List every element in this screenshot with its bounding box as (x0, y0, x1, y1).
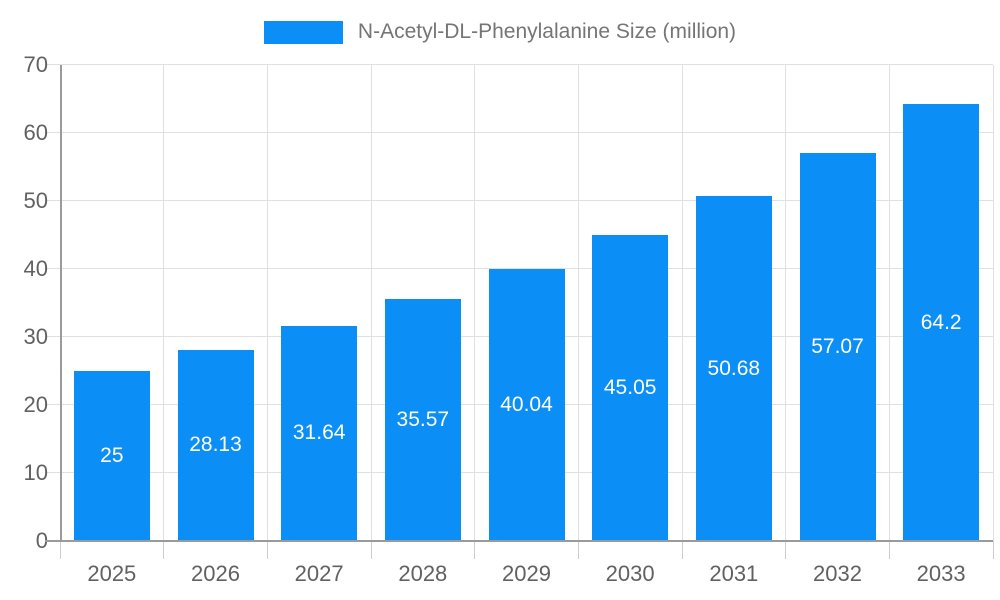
legend-swatch (263, 20, 343, 44)
y-tick-label: 30 (23, 324, 48, 349)
legend: N-Acetyl-DL-Phenylalanine Size (million) (0, 20, 1000, 44)
x-tick (370, 541, 372, 559)
y-tick-label: 60 (23, 120, 48, 145)
x-tick-label: 2030 (605, 561, 655, 586)
v-gridline (681, 65, 683, 541)
v-gridline (474, 65, 476, 541)
h-gridline (60, 200, 993, 201)
x-tick-label: 2025 (87, 561, 137, 586)
bar-value-label: 45.05 (603, 375, 657, 399)
x-tick (888, 541, 890, 559)
bar-value-label: 57.07 (811, 334, 864, 358)
x-tick (266, 541, 268, 559)
bar: 25 (73, 371, 150, 541)
y-tick (45, 132, 60, 133)
y-tick (45, 472, 60, 473)
y-tick (45, 336, 60, 337)
y-tick-label: 50 (23, 188, 48, 213)
h-gridline (60, 268, 993, 269)
bar-value-label: 25 (100, 444, 124, 467)
v-gridline (370, 65, 372, 541)
x-tick-label: 2029 (502, 561, 551, 586)
x-tick (474, 541, 476, 559)
x-tick-label: 2027 (294, 561, 344, 586)
bar: 57.07 (799, 152, 876, 541)
y-tick (45, 404, 60, 405)
x-axis-line (45, 540, 993, 542)
v-gridline (992, 65, 994, 541)
bar: 40.04 (488, 268, 565, 541)
x-tick (577, 541, 579, 559)
v-gridline (577, 65, 579, 541)
y-tick-label: 20 (23, 392, 48, 417)
bar-value-label: 28.13 (189, 433, 242, 457)
y-tick-label: 10 (23, 460, 48, 485)
x-tick (992, 541, 994, 559)
x-tick (163, 541, 165, 559)
x-tick-label: 2031 (709, 561, 759, 586)
y-tick-label: 0 (35, 528, 48, 553)
y-tick-label: 70 (23, 52, 48, 77)
x-tick (59, 541, 61, 559)
x-tick-label: 2032 (813, 561, 862, 586)
x-tick (785, 541, 787, 559)
bar: 35.57 (384, 299, 461, 541)
bar: 28.13 (177, 349, 254, 541)
x-tick-label: 2026 (191, 561, 240, 586)
x-tick-label: 2028 (398, 561, 448, 586)
bar: 31.64 (281, 325, 358, 541)
bar-value-label: 40.04 (500, 392, 553, 416)
bar: 50.68 (695, 196, 772, 541)
x-tick-label: 2033 (916, 561, 966, 586)
x-tick (681, 541, 683, 559)
v-gridline (266, 65, 268, 541)
bar: 64.2 (903, 104, 980, 541)
bar-value-label: 50.68 (707, 356, 761, 380)
bar-value-label: 31.64 (292, 421, 346, 445)
y-tick-label: 40 (23, 256, 48, 281)
h-gridline (60, 132, 993, 133)
v-gridline (785, 65, 787, 541)
bar: 45.05 (592, 234, 669, 541)
v-gridline (888, 65, 890, 541)
h-gridline (60, 64, 993, 65)
bar-value-label: 35.57 (396, 408, 450, 432)
y-tick (45, 268, 60, 269)
legend-label: N-Acetyl-DL-Phenylalanine Size (million) (357, 20, 737, 43)
y-tick (45, 200, 60, 201)
bar-value-label: 64.2 (920, 310, 962, 334)
y-tick (45, 64, 60, 65)
y-axis-line (60, 65, 62, 541)
v-gridline (163, 65, 165, 541)
